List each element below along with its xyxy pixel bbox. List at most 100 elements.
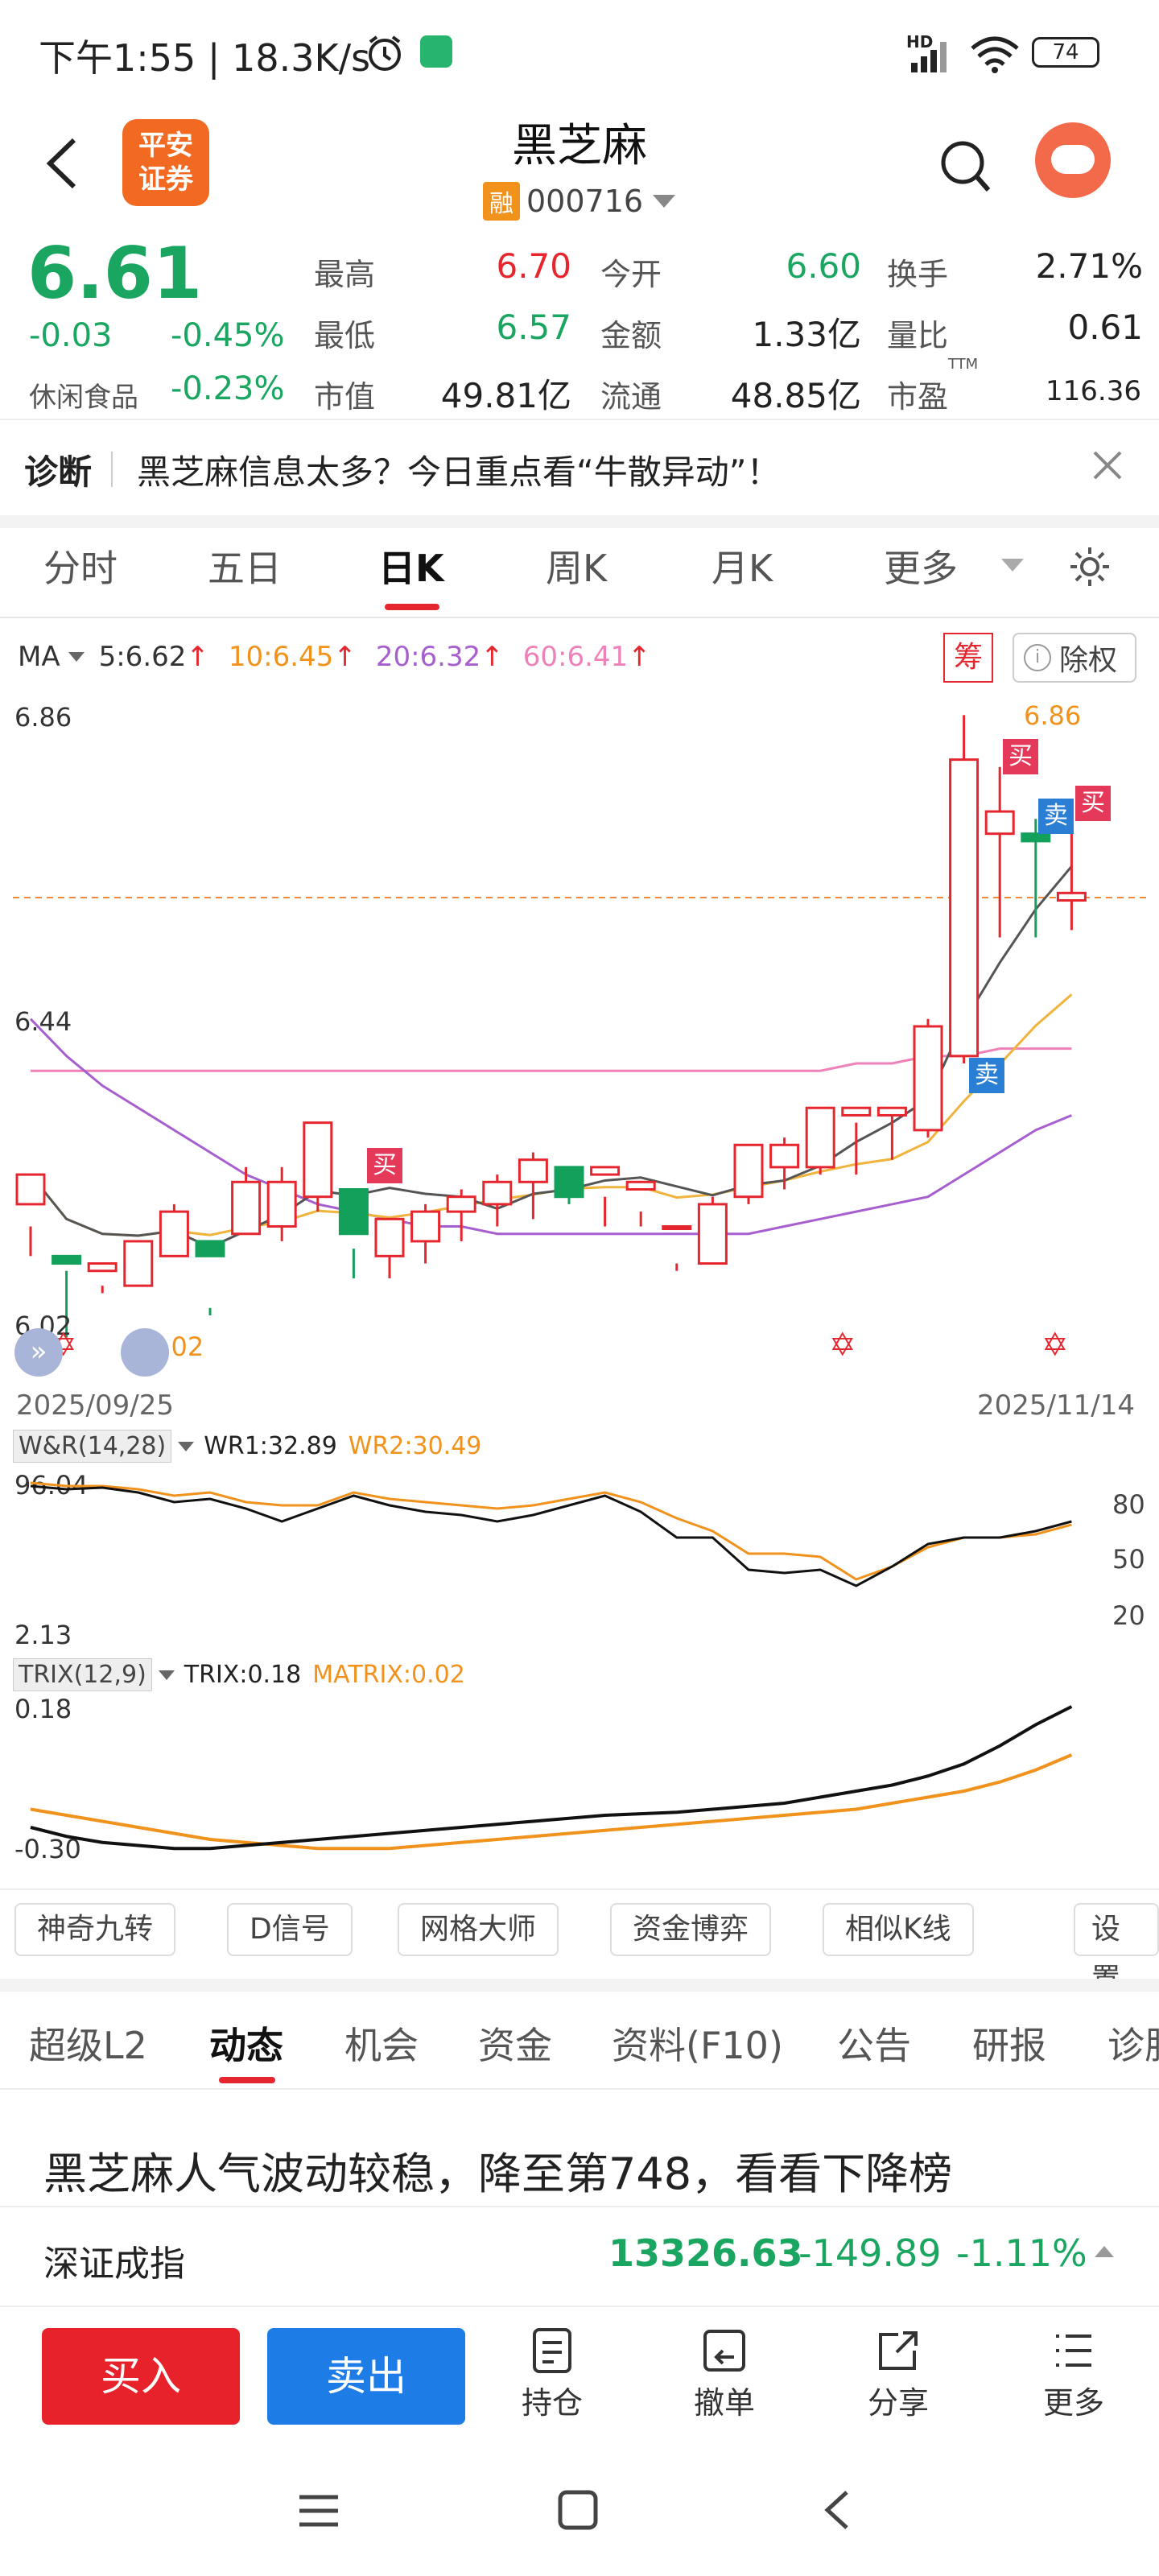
divider (0, 2206, 1159, 2207)
float-value: 48.85亿 (730, 376, 861, 415)
candle-body (805, 1106, 835, 1169)
matrix-line (30, 1753, 1073, 1851)
tool-similar-k[interactable]: 相似K线 (823, 1903, 974, 1956)
tab-super-l2[interactable]: 超级L2 (29, 2024, 147, 2067)
wr-chart[interactable] (0, 1465, 1159, 1650)
diagnosis-label: 诊断 (24, 452, 93, 492)
sector-name[interactable]: 休闲食品 (29, 382, 138, 414)
back-arrow-icon[interactable] (42, 135, 82, 192)
tab-opportunity[interactable]: 机会 (344, 2024, 419, 2067)
buy-signal-badge[interactable]: 买 (1075, 786, 1111, 821)
tool-grid-master[interactable]: 网格大师 (398, 1903, 559, 1956)
net-speed: 18.3K/s (232, 36, 371, 80)
news-headline[interactable]: 黑芝麻人气波动较稳，降至第748，看看下降榜 (43, 2149, 953, 2199)
tab-five-day[interactable]: 五日 (208, 547, 282, 590)
candle-body (518, 1158, 548, 1183)
tool-settings[interactable]: 设置 (1074, 1903, 1159, 1996)
divider (0, 2306, 1159, 2307)
price-change: -0.03 (29, 317, 113, 354)
tab-indicator (219, 2077, 275, 2083)
fullscreen-icon[interactable] (121, 1328, 169, 1377)
candle-body (374, 1217, 405, 1257)
tool-d-signal[interactable]: D信号 (227, 1903, 353, 1956)
chevron-up-icon[interactable] (1095, 2246, 1114, 2257)
trix-chart[interactable] (0, 1690, 1159, 1884)
trix-value: TRIX:0.18 (184, 1661, 302, 1689)
volume-ratio-label: 量比 (887, 318, 949, 353)
undo-icon (703, 2330, 745, 2372)
tab-f10[interactable]: 资料(F10) (612, 2024, 783, 2067)
sell-signal-badge[interactable]: 卖 (1038, 799, 1074, 834)
tool-capital-game[interactable]: 资金博弈 (610, 1903, 772, 1956)
candle-body (410, 1210, 441, 1243)
buy-button[interactable]: 买入 (42, 2328, 240, 2425)
cancel-order-button[interactable]: 撤单 (676, 2326, 773, 2422)
sell-signal-badge[interactable]: 卖 (969, 1058, 1004, 1093)
tab-intraday[interactable]: 分时 (43, 547, 118, 590)
tab-daily-k[interactable]: 日K (378, 547, 444, 590)
candle-body (1021, 832, 1051, 843)
buy-signal-badge[interactable]: 买 (1003, 739, 1038, 774)
signal-icon (911, 42, 947, 72)
gear-icon[interactable] (1067, 544, 1112, 589)
ma20-value: 20:6.32 (375, 641, 481, 673)
index-name[interactable]: 深证成指 (43, 2244, 185, 2285)
high-value: 6.70 (496, 246, 571, 286)
wr-level-20: 20 (1112, 1600, 1145, 1631)
more-button[interactable]: 更多 (1025, 2326, 1122, 2422)
tab-monthly-k[interactable]: 月K (711, 547, 773, 590)
avatar[interactable] (1035, 122, 1111, 198)
divider (0, 1889, 1159, 1890)
divider (0, 617, 1159, 618)
tab-weekly-k[interactable]: 周K (546, 547, 608, 590)
menu-icon (1056, 2334, 1091, 2367)
candle-body (52, 1254, 82, 1265)
share-button[interactable]: 分享 (850, 2326, 947, 2422)
expand-icon[interactable]: » (14, 1328, 63, 1377)
divider (0, 515, 1159, 528)
home-nav-icon[interactable] (555, 2487, 600, 2533)
wr1-line (30, 1484, 1072, 1587)
date-end: 2025/11/14 (977, 1389, 1135, 1422)
tab-capital[interactable]: 资金 (478, 2024, 552, 2067)
ex-rights-button[interactable]: i 除权 (1013, 633, 1136, 683)
buy-signal-badge[interactable]: 买 (367, 1148, 402, 1183)
ex-rights-label: 除权 (1059, 644, 1118, 677)
pe-label: 市盈 (887, 379, 949, 415)
candle-body (733, 1143, 764, 1199)
ma-legend[interactable]: MA 5:6.62 ↑ 10:6.45 ↑ 20:6.32 ↑ 60:6.41 ↑ (18, 641, 651, 673)
search-icon[interactable] (938, 138, 992, 195)
tab-research[interactable]: 研报 (972, 2024, 1046, 2067)
event-star-icon[interactable]: ✡ (1041, 1327, 1069, 1364)
trix-label: TRIX(12,9) (13, 1658, 152, 1691)
amount-value: 1.33亿 (752, 315, 861, 354)
alarm-icon (369, 35, 401, 71)
tab-more[interactable]: 更多 (884, 547, 958, 590)
candle-body (1056, 891, 1087, 902)
stock-code-row[interactable]: 融 000716 (483, 182, 676, 221)
wifi-icon (971, 36, 1019, 73)
trix-line (30, 1705, 1073, 1851)
back-nav-icon[interactable] (818, 2487, 858, 2533)
tab-news[interactable]: 动态 (209, 2024, 283, 2067)
candle-body (266, 1180, 297, 1228)
menu-nav-icon[interactable] (295, 2491, 343, 2531)
tab-diagnose[interactable]: 诊股 (1107, 2024, 1159, 2067)
candlestick-chart[interactable] (0, 692, 1159, 1377)
tab-announcement[interactable]: 公告 (837, 2024, 911, 2067)
wr-legend[interactable]: W&R(14,28) WR1:32.89 WR2:30.49 (13, 1430, 481, 1463)
share-icon (879, 2331, 918, 2370)
diagnosis-banner[interactable]: 诊断 黑芝麻信息太多？今日重点看“牛散异动”！ (0, 425, 1159, 514)
positions-button[interactable]: 持仓 (504, 2326, 600, 2422)
sell-button[interactable]: 卖出 (267, 2328, 465, 2425)
event-star-icon[interactable]: ✡ (829, 1327, 856, 1364)
wr2-line (30, 1481, 1072, 1581)
tool-nine-turn[interactable]: 神奇九转 (14, 1903, 176, 1956)
open-label: 今开 (600, 257, 662, 292)
chevron-down-icon (158, 1670, 175, 1680)
close-icon[interactable] (1090, 448, 1125, 483)
trix-legend[interactable]: TRIX(12,9) TRIX:0.18 MATRIX:0.02 (13, 1658, 465, 1691)
chips-button[interactable]: 筹 (943, 633, 993, 683)
divider (0, 2088, 1159, 2090)
float-label: 流通 (600, 379, 662, 415)
